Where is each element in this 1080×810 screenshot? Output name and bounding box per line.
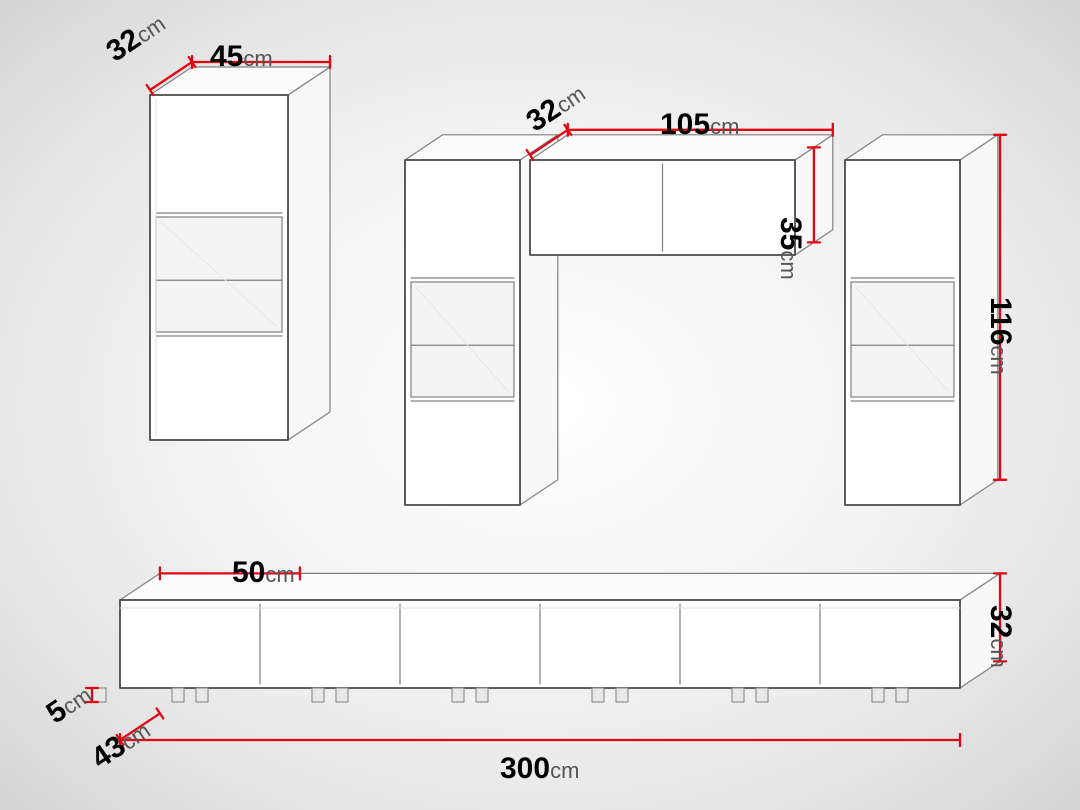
dim-unit: cm: [243, 46, 272, 71]
dim-unit: cm: [986, 345, 1011, 374]
dim-num: 45: [210, 40, 243, 73]
dimension-h35: 35cm: [773, 217, 807, 280]
dim-num: 300: [500, 752, 550, 785]
dimension-h32: 32cm: [983, 605, 1017, 668]
dim-unit: cm: [265, 562, 294, 587]
dim-unit: cm: [776, 250, 801, 279]
dim-num: 35: [774, 217, 807, 250]
dim-unit: cm: [986, 638, 1011, 667]
dimension-h116: 116cm: [983, 297, 1017, 375]
dim-num: 116: [984, 297, 1017, 345]
dim-unit: cm: [550, 758, 579, 783]
dim-num: 105: [660, 108, 710, 141]
dim-num: 50: [232, 556, 265, 589]
dimension-w50: 50cm: [232, 556, 295, 590]
dimension-w300: 300cm: [500, 752, 579, 786]
dim-num: 32: [984, 605, 1017, 638]
dimension-w105: 105cm: [660, 108, 739, 142]
dim-unit: cm: [710, 114, 739, 139]
dimension-w45: 45cm: [210, 40, 273, 74]
